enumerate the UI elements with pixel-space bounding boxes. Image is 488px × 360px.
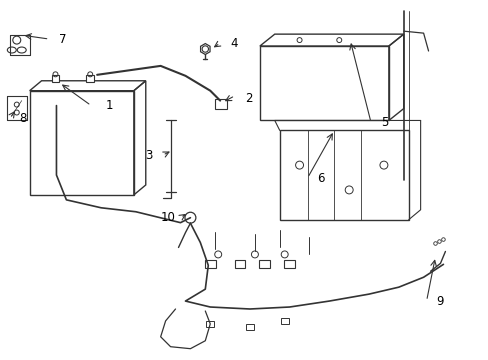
Bar [51,75,60,82]
Bar [259,260,270,268]
Bar [215,99,226,109]
Bar [204,260,215,268]
Text: 7: 7 [60,33,67,46]
Text: 3: 3 [145,149,152,162]
Bar [259,46,388,121]
Text: 5: 5 [380,116,387,129]
Text: 6: 6 [317,171,324,185]
Bar [280,318,288,324]
Text: 9: 9 [436,294,443,307]
Text: 2: 2 [244,92,252,105]
Text: 4: 4 [230,37,237,50]
Text: 10: 10 [161,211,175,224]
Text: 1: 1 [106,99,113,112]
Bar [234,260,245,268]
Bar [279,130,408,220]
Bar [86,75,94,82]
Bar [30,91,134,195]
Bar [206,321,214,327]
Bar [284,260,294,268]
Bar [245,324,253,330]
Text: 8: 8 [20,112,27,125]
